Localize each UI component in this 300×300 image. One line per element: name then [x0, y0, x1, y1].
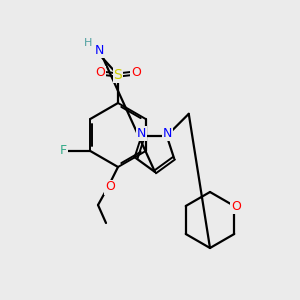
- Text: H: H: [84, 38, 92, 48]
- Text: N: N: [94, 44, 104, 56]
- Text: O: O: [231, 200, 241, 212]
- Text: O: O: [95, 67, 105, 80]
- Text: N: N: [163, 127, 172, 140]
- Text: N: N: [136, 127, 146, 140]
- Text: S: S: [114, 68, 122, 82]
- Text: O: O: [131, 67, 141, 80]
- Text: O: O: [105, 181, 115, 194]
- Text: F: F: [60, 145, 67, 158]
